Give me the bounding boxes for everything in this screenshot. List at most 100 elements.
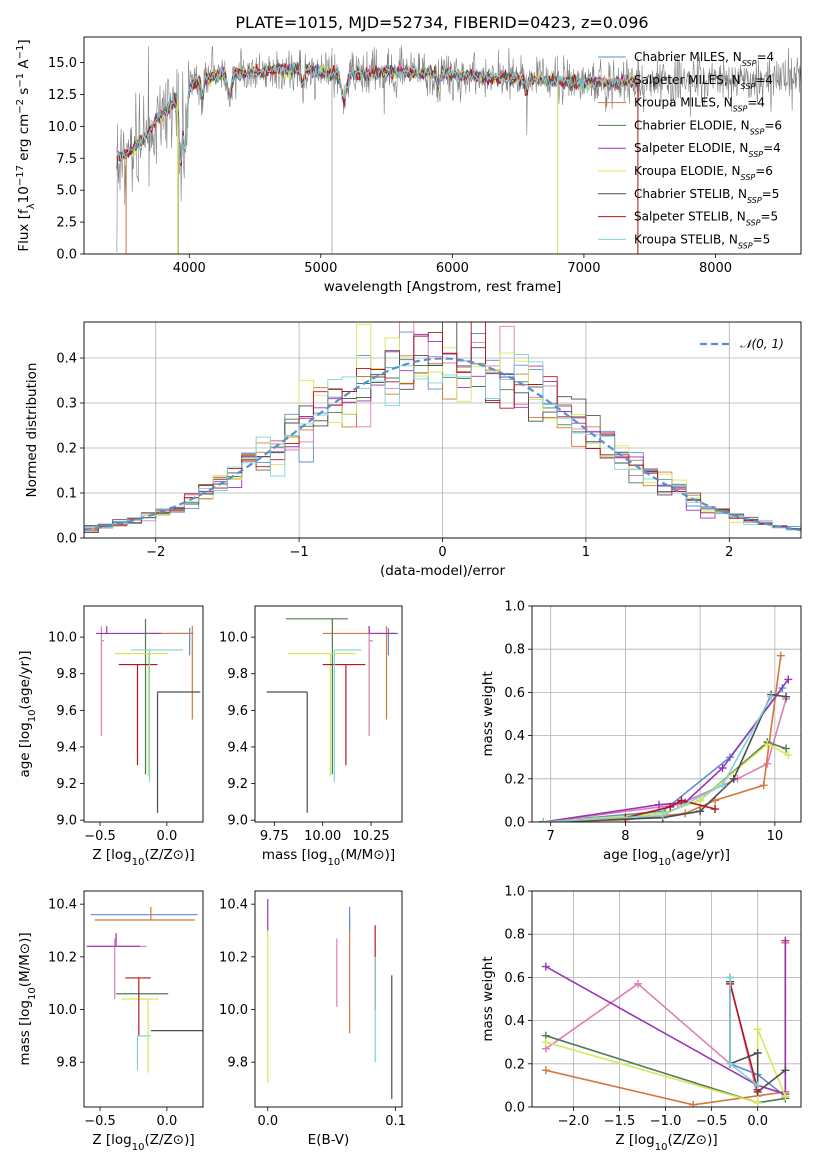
weight_vs_Z-series-line (545, 940, 787, 1096)
legend-entry: Chabrier STELIB, NSSP=5 (634, 187, 779, 205)
age_vs_mass-point (285, 618, 348, 775)
weight_vs_age-ytick-label: 0.4 (504, 729, 525, 744)
weight_vs_Z-marker (726, 1059, 735, 1068)
mass_vs_ebv-ytick-label: 10.2 (219, 950, 248, 965)
spectrum-ytick-label: 0.0 (56, 248, 77, 263)
age_vs_Z-panel: −0.5 0.0 9.0 9.2 9.4 9.6 9.8 10.0 Z [log10(Z/Z⊙)… (17, 605, 204, 868)
mass_vs_Z-plot-area (86, 906, 203, 1073)
age_vs_mass-ytick-label: 9.6 (227, 704, 248, 719)
mass_vs_ebv-plot-area (267, 898, 393, 1100)
weight_vs_age-marker (655, 800, 664, 809)
weight_vs_Z-xtick-label: −2.0 (558, 1114, 590, 1129)
legend-entry: Kroupa STELIB, NSSP=5 (634, 232, 770, 250)
mass_vs_Z-xlabel: Z [log10(Z/Z⊙)] (92, 1132, 194, 1153)
weight_vs_age-marker (776, 651, 785, 660)
mass_vs_Z-panel: −0.5 0.0 9.8 10.0 10.2 10.4 Z [log10(Z/Z⊙)] mas… (17, 890, 204, 1153)
spectrum-plot-area (116, 45, 801, 254)
weight_vs_age-marker (767, 692, 776, 701)
age_vs_mass-frame (254, 605, 403, 823)
age_vs_Z-ytick-label: 9.8 (56, 667, 77, 682)
age_vs_Z-point (96, 626, 162, 635)
age_vs_mass-ytick-label: 10.0 (219, 631, 248, 646)
residuals-xtick-label: −1 (290, 545, 309, 560)
weight_vs_Z-panel: −2.0 −1.5 −1.0 −0.5 0.0 0.0 0.2 0.4 0.6 0.8 1.0 Z [… (480, 885, 802, 1153)
weight_vs_Z-ytick-label: 0.4 (504, 1014, 525, 1029)
residuals-ytick-label: 0.1 (56, 487, 77, 502)
weight_vs_Z-ytick-label: 1.0 (504, 885, 525, 900)
spectrum-xtick-label: 6000 (436, 261, 469, 276)
weight_vs_age-xtick-label: 7 (547, 829, 555, 844)
weight_vs_age-frame (531, 605, 802, 823)
weight_vs_age-marker (658, 811, 667, 820)
mass_vs_Z-ytick-label: 10.2 (48, 950, 77, 965)
spectrum-ytick-label: 2.5 (56, 216, 77, 231)
spectrum-xtick-label: 8000 (699, 261, 732, 276)
age_vs_Z-ytick-label: 9.4 (56, 740, 77, 755)
legend-entry: Chabrier MILES, NSSP=4 (634, 50, 774, 68)
weight_vs_age-ylabel: mass weight (480, 671, 496, 756)
weight_vs_Z-marker (781, 1092, 790, 1101)
weight_vs_age-marker (782, 744, 791, 753)
weight_vs_age-marker (729, 774, 738, 783)
spectrum-ytick-label: 15.0 (48, 56, 77, 71)
weight_vs_Z-plot-area (541, 936, 790, 1107)
weight_vs_Z-xtick-label: −0.5 (696, 1114, 728, 1129)
mass_vs_Z-ytick-label: 10.0 (48, 1003, 77, 1018)
weight_vs_age-ytick-label: 1.0 (504, 600, 525, 615)
residual-histogram-9 (84, 354, 801, 531)
spectrum-ytick-label: 5.0 (56, 184, 77, 199)
age_vs_mass-panel: 9.75 10.00 10.25 9.0 9.2 9.4 9.6 9.8 10.0 mass [l… (219, 605, 403, 868)
weight_vs_age-xtick-label: 8 (621, 829, 629, 844)
residuals-frame (83, 321, 802, 539)
weight_vs_age-ytick-label: 0.0 (504, 816, 525, 831)
residuals-xtick-label: 2 (725, 545, 733, 560)
weight_vs_Z-ytick-label: 0.2 (504, 1057, 525, 1072)
legend-entry: Chabrier ELODIE, NSSP=6 (634, 118, 782, 136)
residuals-legend-label: 𝒩(0, 1) (740, 337, 784, 351)
mass_vs_Z-ytick-label: 10.4 (48, 898, 77, 913)
age_vs_mass-ytick-label: 9.0 (227, 814, 248, 829)
weight_vs_Z-marker (541, 1038, 550, 1047)
residuals-ytick-label: 0.4 (56, 352, 77, 367)
spectrum-ytick-label: 7.5 (56, 152, 77, 167)
age_vs_mass-xtick-label: 10.25 (352, 829, 389, 844)
residuals-panel: −2 −1 0 1 2 0.0 0.1 0.2 0.3 0.4 𝒩(0, 1) (data-model… (24, 321, 802, 579)
legend-entry: Kroupa ELODIE, NSSP=6 (634, 164, 773, 182)
weight_vs_age-plot-area (539, 651, 793, 822)
weight_vs_Z-marker (781, 1066, 790, 1075)
weight_vs_Z-ytick-label: 0.0 (504, 1101, 525, 1116)
weight_vs_age-marker (784, 751, 793, 760)
weight_vs_age-marker (718, 764, 727, 772)
weight_vs_age-ytick-label: 0.6 (504, 686, 525, 701)
mass_vs_Z-point (94, 906, 195, 921)
weight_vs_age-ytick-label: 0.8 (504, 643, 525, 658)
age_vs_mass-ytick-label: 9.8 (227, 667, 248, 682)
mass_vs_Z-ytick-label: 9.8 (56, 1056, 77, 1071)
weight_vs_Z-marker (541, 1066, 550, 1075)
weight_vs_Z-marker (689, 1100, 698, 1107)
weight_vs_age-panel: 7 8 9 10 0.0 0.2 0.4 0.6 0.8 1.0 age [log10(age/yr… (480, 600, 802, 868)
age_vs_Z-ytick-label: 9.6 (56, 704, 77, 719)
weight_vs_age-marker (711, 805, 720, 814)
age_vs_Z-ylabel: age [log10(age/yr)] (17, 650, 38, 777)
residuals-ytick-label: 0.0 (56, 532, 77, 547)
age_vs_mass-xtick-label: 10.00 (304, 829, 341, 844)
weight_vs_Z-frame (531, 890, 802, 1108)
weight_vs_age-series-line (543, 696, 772, 822)
mass_vs_Z-point (136, 1035, 151, 1071)
weight_vs_Z-marker (753, 1025, 762, 1034)
legend-entry: Salpeter STELIB, NSSP=5 (634, 210, 778, 228)
spectrum-ytick-label: 12.5 (48, 88, 77, 103)
residual-histogram-8 (84, 322, 801, 531)
age_vs_mass-point (333, 649, 362, 782)
weight_vs_Z-marker (753, 1098, 762, 1107)
mass_vs_ebv-ytick-label: 9.8 (227, 1056, 248, 1071)
weight_vs_Z-xtick-label: −1.5 (604, 1114, 636, 1129)
mass_vs_ebv-xtick-label: 0.1 (385, 1114, 406, 1129)
mass_vs_ebv-ytick-label: 10.4 (219, 898, 248, 913)
age_vs_Z-xtick-label: −0.5 (84, 829, 116, 844)
age_vs_mass-xtick-label: 9.75 (260, 829, 289, 844)
weight_vs_age-marker (666, 802, 675, 811)
mass_vs_Z-xtick-label: −0.5 (84, 1114, 116, 1129)
